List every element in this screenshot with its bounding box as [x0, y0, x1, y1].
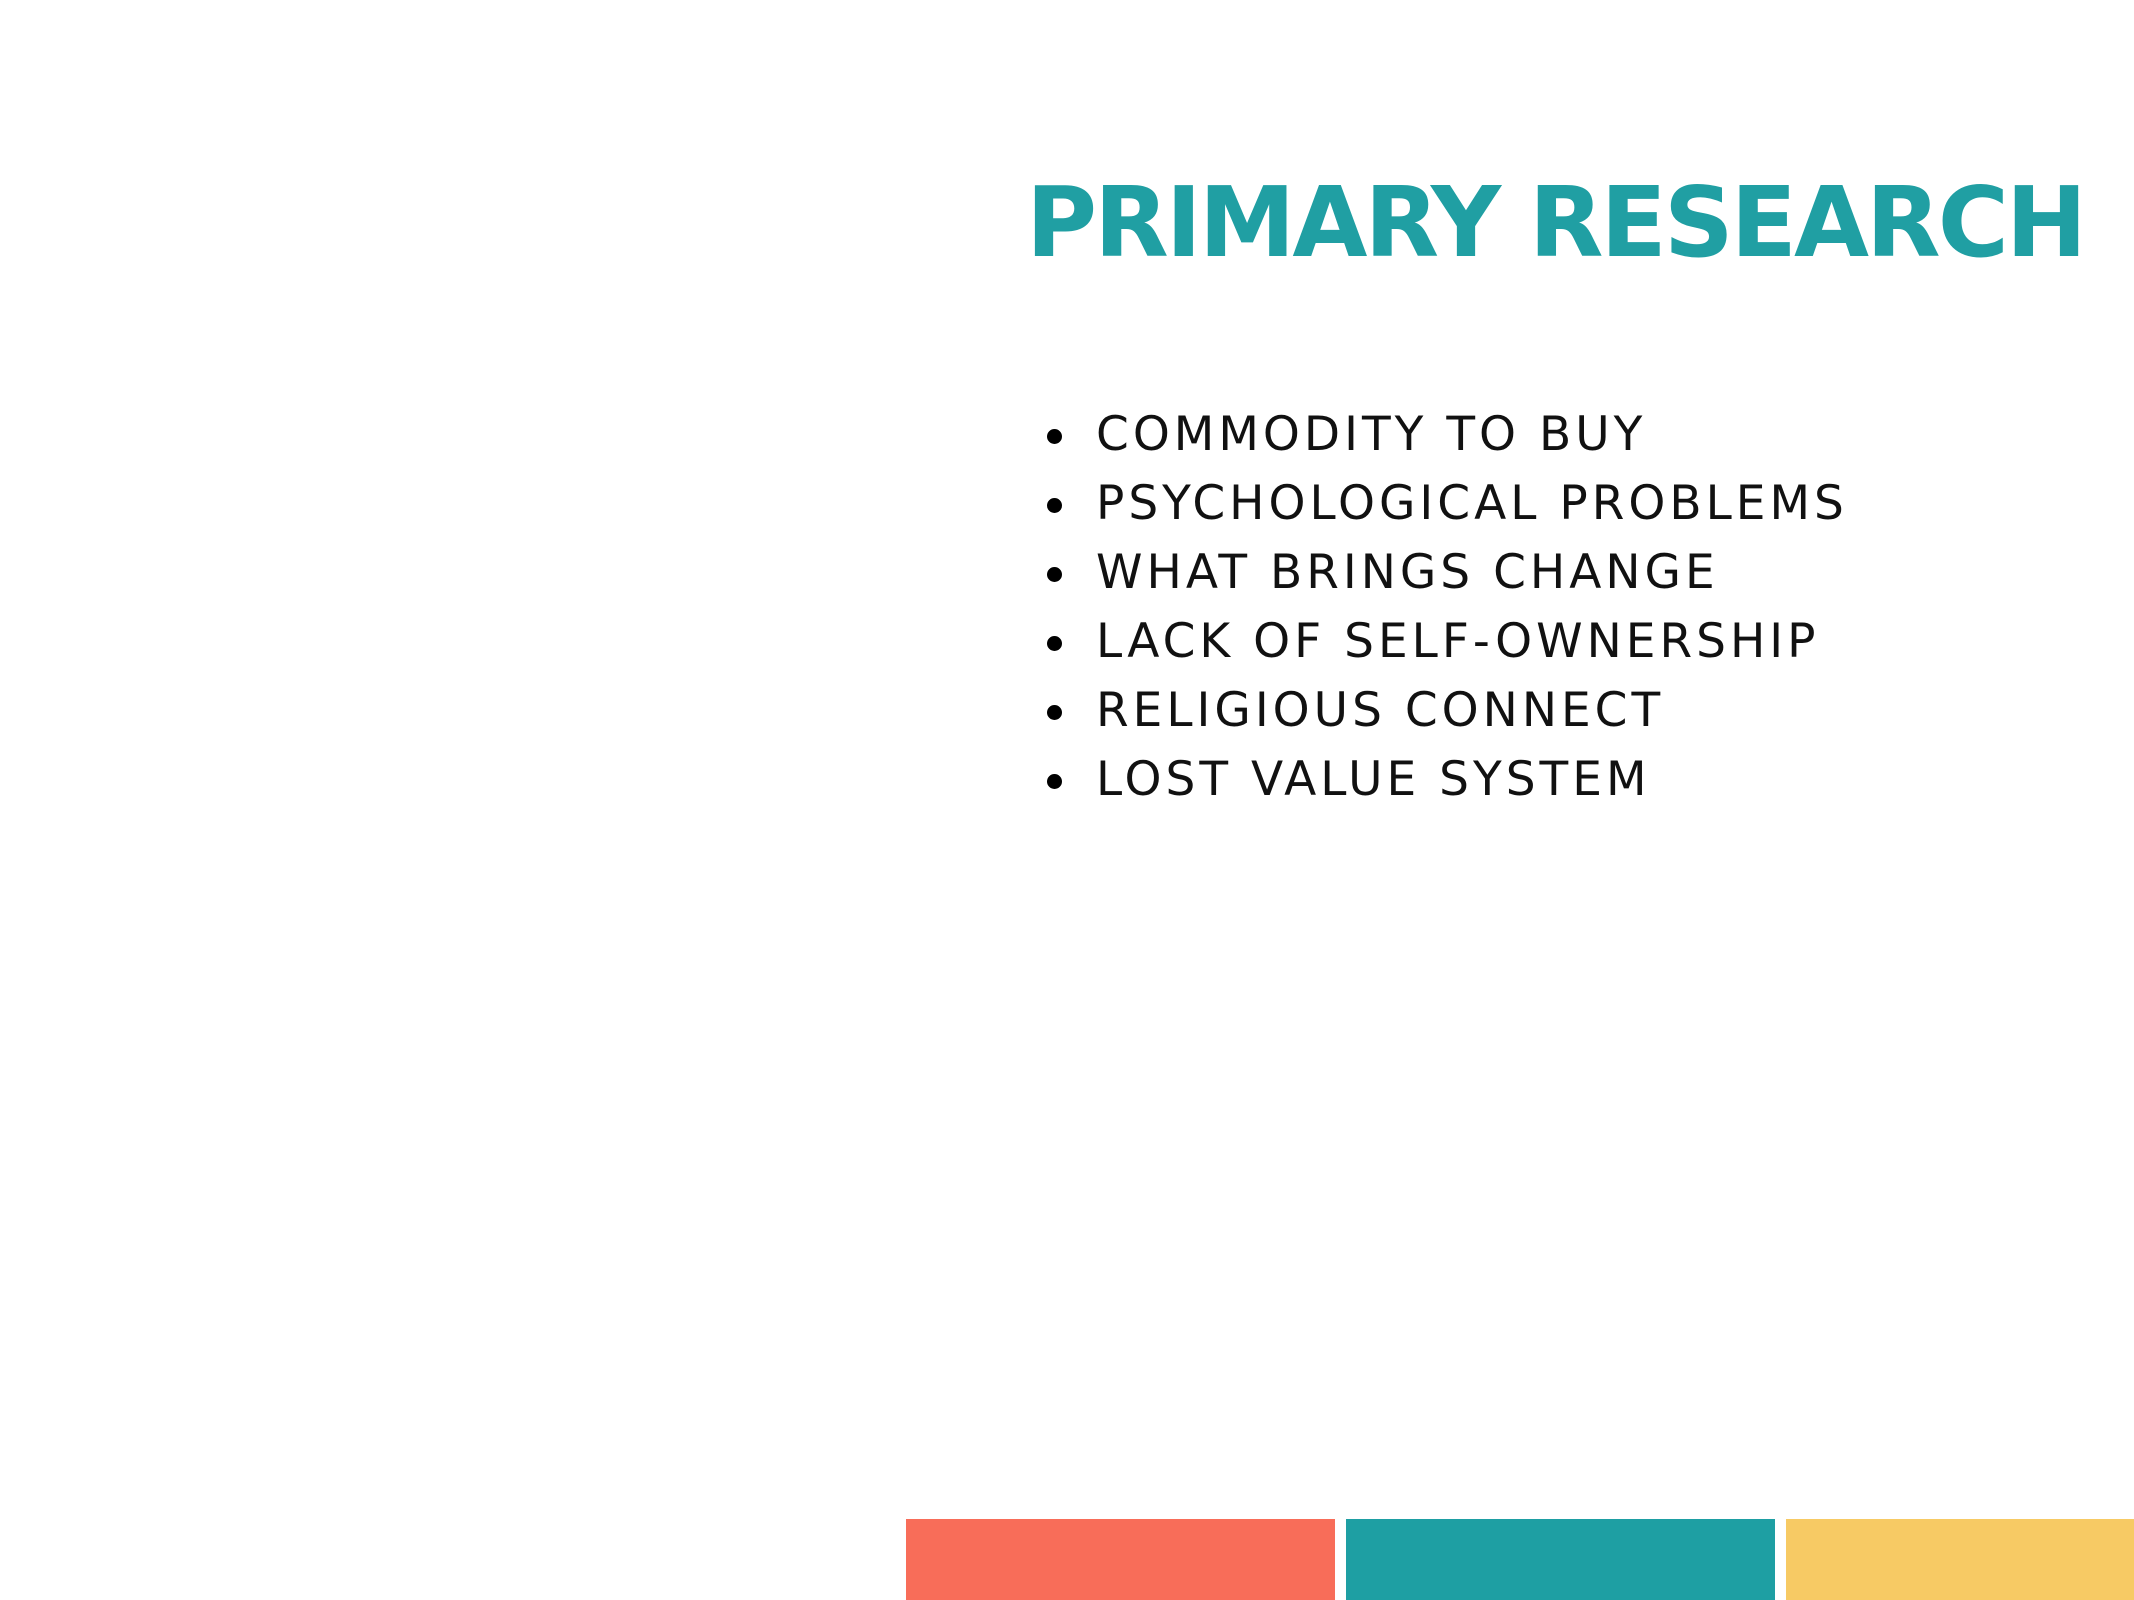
slide-title: PRIMARY RESEARCH	[1026, 166, 2087, 279]
bullet-dot-icon	[1047, 567, 1062, 582]
bullet-item: LACK OF SELF-OWNERSHIP	[1045, 607, 1848, 676]
bullet-item: LOST VALUE SYSTEM	[1045, 745, 1848, 814]
bullet-text: LACK OF SELF-OWNERSHIP	[1096, 614, 1820, 669]
bullet-text: COMMODITY TO BUY	[1096, 407, 1647, 462]
bullet-text: RELIGIOUS CONNECT	[1096, 683, 1665, 738]
bullet-dot-icon	[1047, 774, 1062, 789]
bullet-item: RELIGIOUS CONNECT	[1045, 676, 1848, 745]
bullet-item: WHAT BRINGS CHANGE	[1045, 538, 1848, 607]
teal-accent-block	[1346, 1519, 1775, 1600]
bullet-text: LOST VALUE SYSTEM	[1096, 752, 1651, 807]
bullet-dot-icon	[1047, 705, 1062, 720]
bullet-item: PSYCHOLOGICAL PROBLEMS	[1045, 469, 1848, 538]
yellow-accent-block	[1786, 1519, 2134, 1600]
bullet-list: COMMODITY TO BUY PSYCHOLOGICAL PROBLEMS …	[1045, 400, 1848, 814]
bullet-text: WHAT BRINGS CHANGE	[1096, 545, 1719, 600]
bullet-text: PSYCHOLOGICAL PROBLEMS	[1096, 476, 1848, 531]
bullet-item: COMMODITY TO BUY	[1045, 400, 1848, 469]
bullet-dot-icon	[1047, 429, 1062, 444]
coral-accent-block	[906, 1519, 1335, 1600]
bullet-dot-icon	[1047, 498, 1062, 513]
bullet-dot-icon	[1047, 636, 1062, 651]
